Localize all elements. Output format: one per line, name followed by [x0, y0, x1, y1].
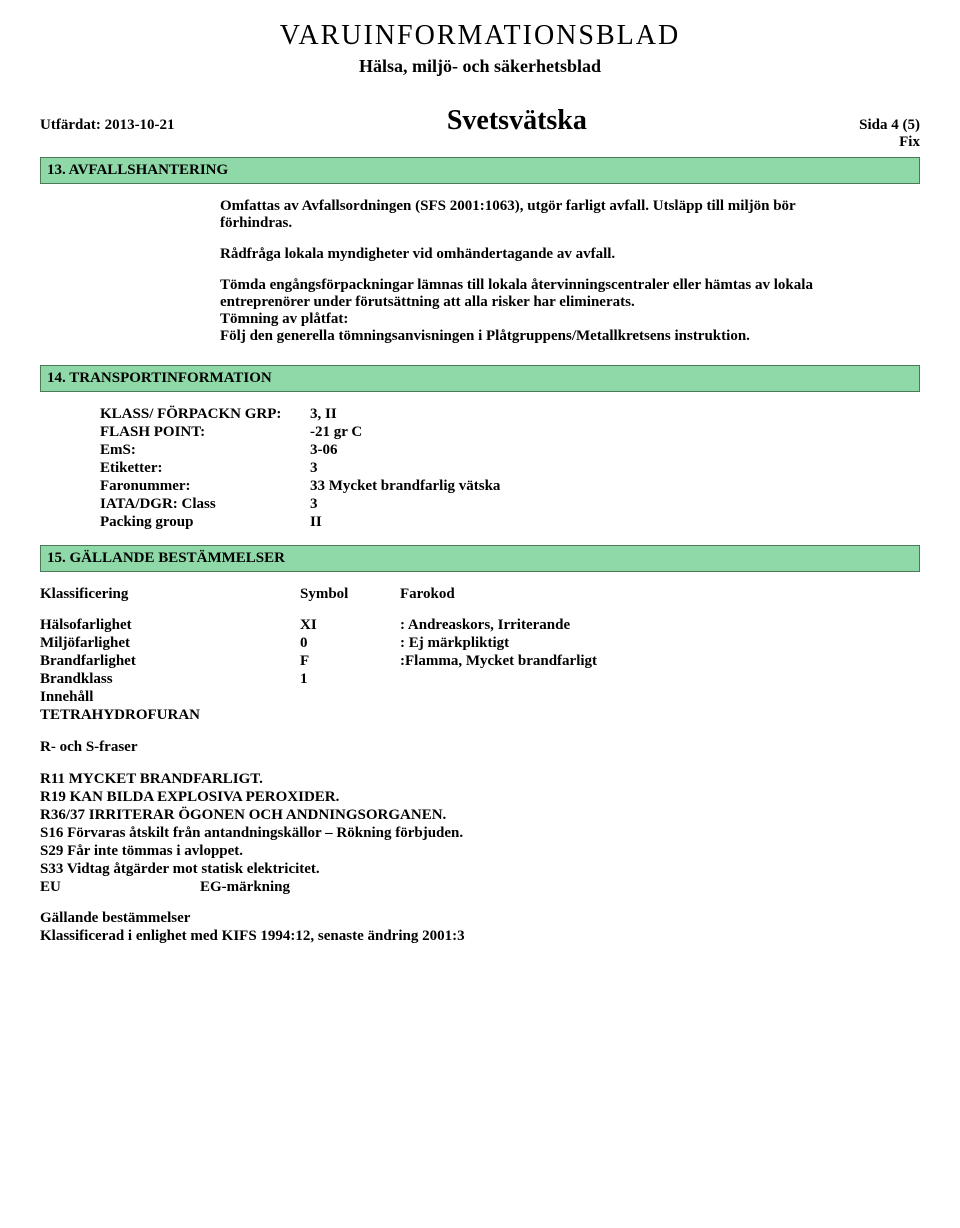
s13-paragraph: Omfattas av Avfallsordningen (SFS 2001:1… [220, 198, 860, 232]
kv-val: 3 [310, 496, 318, 513]
bestammelser-label: Gällande bestämmelser [40, 910, 920, 927]
section-13-header: 13. AVFALLSHANTERING [40, 157, 920, 184]
page-number-block: Sida 4 (5) Fix [859, 117, 920, 151]
klass-header-col1: Klassificering [40, 586, 300, 603]
s13-paragraph: Följ den generella tömningsanvisningen i… [220, 328, 860, 345]
klass-header-row: Klassificering Symbol Farokod [40, 586, 920, 603]
fix-label: Fix [859, 134, 920, 151]
s13-paragraph: Rådfråga lokala myndigheter vid omhänder… [220, 246, 860, 263]
kv-key: FLASH POINT: [100, 424, 310, 441]
kv-key: KLASS/ FÖRPACKN GRP: [100, 406, 310, 423]
kv-row: EmS: 3-06 [100, 442, 920, 459]
kv-key: Packing group [100, 514, 310, 531]
klass-col2: XI [300, 617, 400, 634]
klass-col1: TETRAHYDROFURAN [40, 707, 300, 724]
rs-phrase: S16 Förvaras åtskilt från antandningskäl… [40, 825, 920, 842]
rs-label: R- och S-fraser [40, 739, 920, 756]
klass-col2 [300, 707, 400, 724]
rs-phrase: S29 Får inte tömmas i avloppet. [40, 843, 920, 860]
rs-phrase: R36/37 IRRITERAR ÖGONEN OCH ANDNINGSORGA… [40, 807, 920, 824]
eu-row: EU EG-märkning [40, 879, 920, 896]
klass-row: Brandfarlighet F :Flamma, Mycket brandfa… [40, 653, 920, 670]
section-14-table: KLASS/ FÖRPACKN GRP: 3, II FLASH POINT: … [100, 406, 920, 531]
klass-col1: Brandfarlighet [40, 653, 300, 670]
kv-key: Etiketter: [100, 460, 310, 477]
klass-col3: : Ej märkpliktigt [400, 635, 509, 652]
section-13-body: Omfattas av Avfallsordningen (SFS 2001:1… [220, 198, 860, 345]
eu-col2: EG-märkning [200, 879, 290, 896]
klass-col3: : Andreaskors, Irriterande [400, 617, 570, 634]
page-number: Sida 4 (5) [859, 117, 920, 133]
klass-row: TETRAHYDROFURAN [40, 707, 920, 724]
klass-row: Innehåll [40, 689, 920, 706]
klass-col2: F [300, 653, 400, 670]
klass-col2 [300, 689, 400, 706]
klass-row: Brandklass 1 [40, 671, 920, 688]
kv-row: KLASS/ FÖRPACKN GRP: 3, II [100, 406, 920, 423]
issued-date: Utfärdat: 2013-10-21 [40, 117, 175, 134]
kv-row: Faronummer: 33 Mycket brandfarlig vätska [100, 478, 920, 495]
kv-key: Faronummer: [100, 478, 310, 495]
section-14-header: 14. TRANSPORTINFORMATION [40, 365, 920, 392]
klass-row: Miljöfarlighet 0 : Ej märkpliktigt [40, 635, 920, 652]
klass-col2: 0 [300, 635, 400, 652]
klass-col3: :Flamma, Mycket brandfarligt [400, 653, 597, 670]
klass-col1: Brandklass [40, 671, 300, 688]
page-header-row: Utfärdat: 2013-10-21 Svetsvätska Sida 4 … [40, 105, 920, 151]
klass-col1: Innehåll [40, 689, 300, 706]
product-name: Svetsvätska [447, 105, 587, 137]
kv-val: 3-06 [310, 442, 338, 459]
section-15-body: Klassificering Symbol Farokod Hälsofarli… [40, 586, 920, 945]
klass-col1: Miljöfarlighet [40, 635, 300, 652]
kv-val: 3, II [310, 406, 337, 423]
kv-key: EmS: [100, 442, 310, 459]
s13-paragraph: Tömda engångsförpackningar lämnas till l… [220, 277, 860, 311]
klass-header-col3: Farokod [400, 586, 455, 603]
kv-row: IATA/DGR: Class 3 [100, 496, 920, 513]
kv-val: -21 gr C [310, 424, 362, 441]
document-subtitle: Hälsa, miljö- och säkerhetsblad [40, 56, 920, 77]
rs-phrase: S33 Vidtag åtgärder mot statisk elektric… [40, 861, 920, 878]
rs-phrase: R19 KAN BILDA EXPLOSIVA PEROXIDER. [40, 789, 920, 806]
kv-val: 3 [310, 460, 318, 477]
kv-row: Packing group II [100, 514, 920, 531]
kv-row: Etiketter: 3 [100, 460, 920, 477]
klass-row: Hälsofarlighet XI : Andreaskors, Irriter… [40, 617, 920, 634]
klass-col1: Hälsofarlighet [40, 617, 300, 634]
eu-col1: EU [40, 879, 200, 896]
kv-row: FLASH POINT: -21 gr C [100, 424, 920, 441]
kv-val: II [310, 514, 322, 531]
kv-val: 33 Mycket brandfarlig vätska [310, 478, 500, 495]
bestammelser-line: Klassificerad i enlighet med KIFS 1994:1… [40, 928, 920, 945]
document-title: VARUINFORMATIONSBLAD [40, 20, 920, 52]
rs-phrase: R11 MYCKET BRANDFARLIGT. [40, 771, 920, 788]
kv-key: IATA/DGR: Class [100, 496, 310, 513]
rs-phrases: R11 MYCKET BRANDFARLIGT. R19 KAN BILDA E… [40, 771, 920, 878]
s13-paragraph: Tömning av plåtfat: [220, 311, 860, 328]
section-15-header: 15. GÄLLANDE BESTÄMMELSER [40, 545, 920, 572]
klass-col2: 1 [300, 671, 400, 688]
klass-header-col2: Symbol [300, 586, 400, 603]
